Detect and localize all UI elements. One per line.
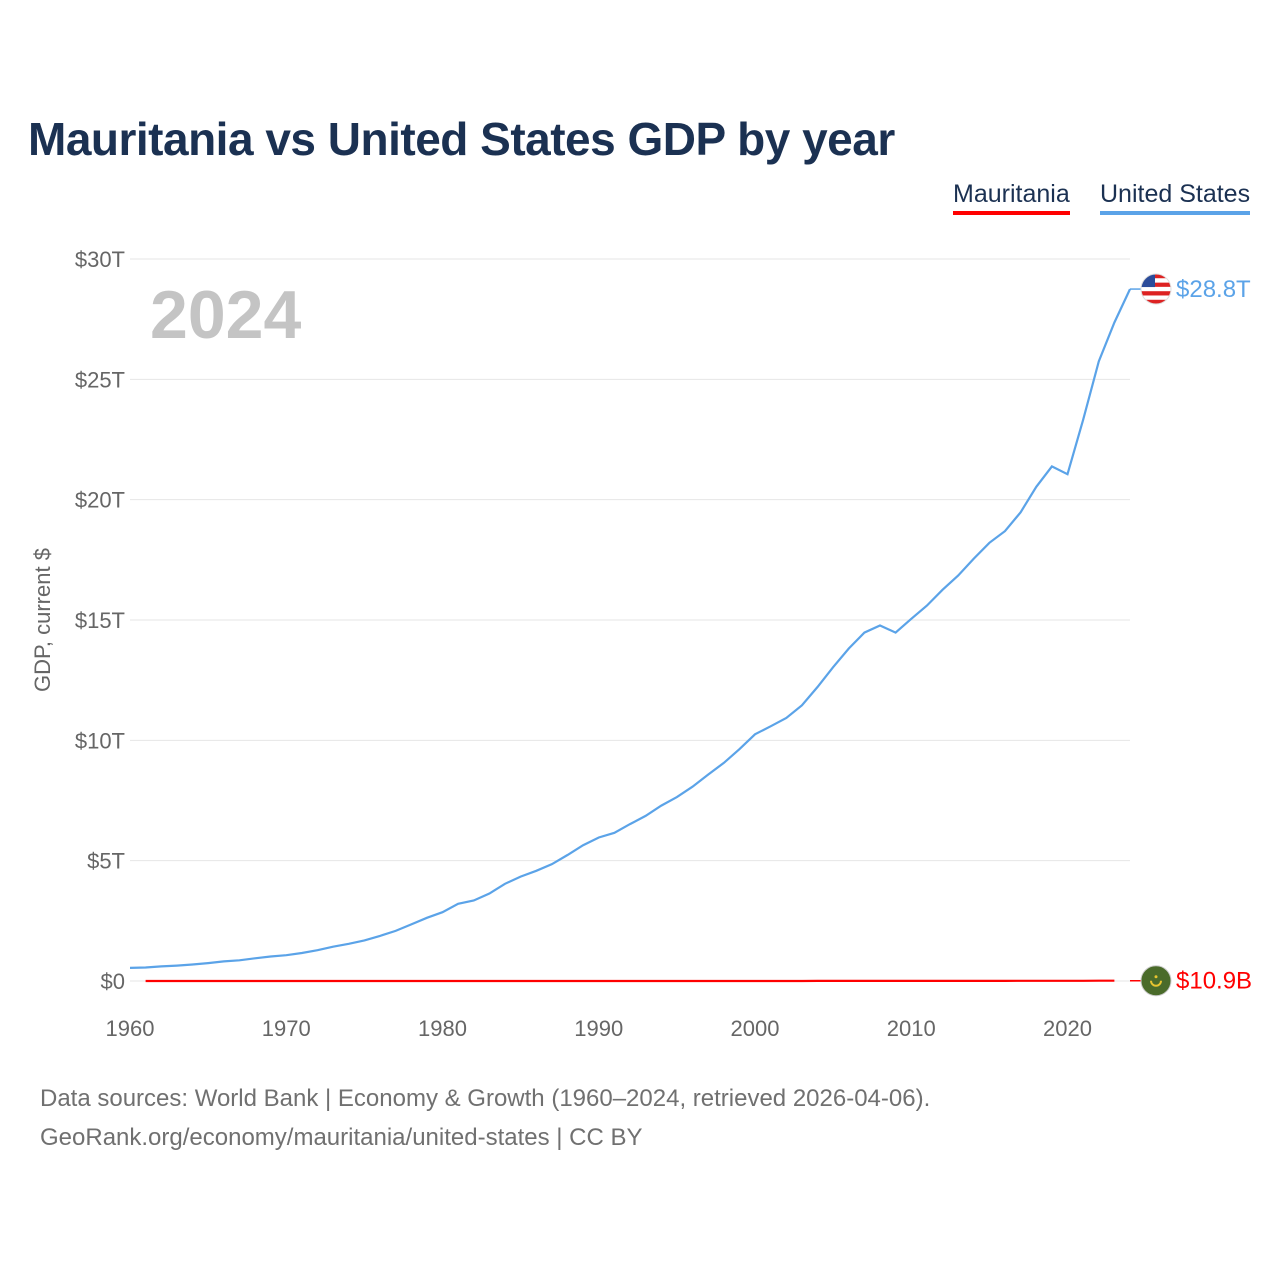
y-tick-label: $10T: [75, 728, 125, 753]
legend-item-united-states[interactable]: United States: [1100, 180, 1251, 215]
x-tick-label: 2020: [1043, 1016, 1092, 1041]
mauritania-flag-icon: [1140, 965, 1172, 997]
x-tick-label: 1990: [574, 1016, 623, 1041]
x-tick-label: 1970: [262, 1016, 311, 1041]
y-tick-label: $20T: [75, 488, 125, 513]
legend-item-mauritania[interactable]: Mauritania: [953, 180, 1070, 215]
x-tick-label: 2000: [731, 1016, 780, 1041]
y-tick-label: $25T: [75, 367, 125, 392]
y-tick-label: $5T: [87, 849, 125, 874]
source-line-1: Data sources: World Bank | Economy & Gro…: [40, 1085, 931, 1112]
x-tick-label: 2010: [887, 1016, 936, 1041]
y-tick-label: $30T: [75, 247, 125, 272]
x-tick-label: 1980: [418, 1016, 467, 1041]
series-line-united-states[interactable]: [129, 288, 1131, 969]
y-axis-label: GDP, current $: [30, 548, 55, 692]
us-flag-icon: [1140, 273, 1172, 305]
source-line-2[interactable]: GeoRank.org/economy/mauritania/united-st…: [40, 1124, 643, 1151]
x-tick-label: 1960: [106, 1016, 155, 1041]
current-year-label: 2024: [150, 277, 301, 353]
chart-title: Mauritania vs United States GDP by year: [28, 113, 895, 165]
end-value-label: $28.8T: [1176, 276, 1251, 303]
y-tick-label: $0: [101, 969, 125, 994]
y-tick-label: $15T: [75, 608, 125, 633]
end-value-label: $10.9B: [1176, 968, 1252, 995]
